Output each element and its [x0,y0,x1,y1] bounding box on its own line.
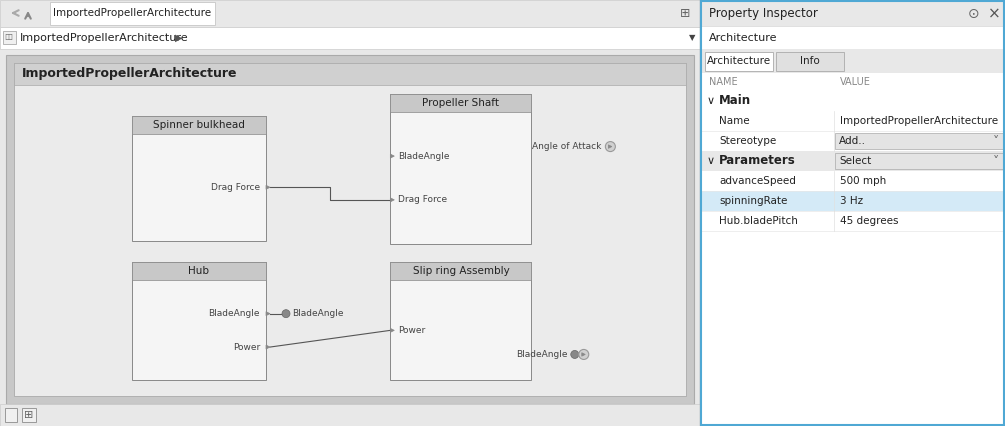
FancyBboxPatch shape [132,116,266,241]
FancyBboxPatch shape [390,262,532,380]
Circle shape [605,141,615,152]
Text: Main: Main [719,95,751,107]
Polygon shape [266,345,270,349]
Text: ˅: ˅ [993,155,999,167]
Polygon shape [608,145,612,148]
Text: BladeAngle: BladeAngle [398,152,450,161]
Text: Name: Name [719,116,750,126]
Circle shape [579,349,589,360]
FancyBboxPatch shape [0,0,700,27]
Text: 500 mph: 500 mph [840,176,886,186]
FancyBboxPatch shape [701,211,1004,231]
FancyBboxPatch shape [132,262,266,280]
FancyBboxPatch shape [835,153,1003,169]
Polygon shape [582,353,585,356]
Text: ImportedPropellerArchitecture: ImportedPropellerArchitecture [840,116,998,126]
FancyBboxPatch shape [3,31,16,44]
FancyBboxPatch shape [390,262,532,280]
FancyBboxPatch shape [701,191,1004,211]
Text: Hub: Hub [188,266,209,276]
Text: BladeAngle: BladeAngle [292,309,344,318]
Polygon shape [390,154,394,158]
FancyBboxPatch shape [701,73,1004,91]
Text: ImportedPropellerArchitecture: ImportedPropellerArchitecture [53,9,212,18]
Text: NAME: NAME [709,77,738,87]
FancyBboxPatch shape [0,27,700,49]
Text: 3 Hz: 3 Hz [840,196,863,206]
Text: BladeAngle: BladeAngle [208,309,260,318]
FancyBboxPatch shape [776,52,844,71]
FancyBboxPatch shape [701,111,1004,131]
FancyBboxPatch shape [705,52,773,71]
FancyBboxPatch shape [22,408,36,422]
Text: spinningRate: spinningRate [719,196,787,206]
Text: ×: × [988,6,1000,21]
Text: Drag Force: Drag Force [398,196,447,204]
FancyBboxPatch shape [701,151,1004,171]
Text: 45 degrees: 45 degrees [840,216,898,226]
FancyBboxPatch shape [0,404,700,426]
Polygon shape [266,185,270,189]
Text: advanceSpeed: advanceSpeed [719,176,796,186]
FancyBboxPatch shape [701,171,1004,191]
FancyBboxPatch shape [701,1,1004,27]
Text: Drag Force: Drag Force [211,183,260,192]
FancyBboxPatch shape [132,262,266,380]
Text: Select: Select [839,156,871,166]
FancyBboxPatch shape [835,133,1003,149]
FancyBboxPatch shape [701,27,1004,49]
Polygon shape [390,328,394,332]
Text: Stereotype: Stereotype [719,136,776,146]
Text: ⊙: ⊙ [968,7,980,21]
Text: ⊞: ⊞ [679,7,690,20]
Text: BladeAngle: BladeAngle [517,350,568,359]
FancyBboxPatch shape [14,63,686,85]
Circle shape [571,351,579,358]
Text: VALUE: VALUE [840,77,871,87]
Text: Architecture: Architecture [709,33,778,43]
Text: ImportedPropellerArchitecture: ImportedPropellerArchitecture [22,67,237,81]
FancyBboxPatch shape [701,231,1004,425]
Text: Add..: Add.. [839,136,866,146]
Text: Power: Power [233,343,260,351]
Text: Power: Power [398,326,425,335]
Text: Propeller Shaft: Propeller Shaft [422,98,499,108]
FancyBboxPatch shape [50,2,215,25]
FancyBboxPatch shape [14,63,686,396]
Text: ∨: ∨ [707,96,716,106]
FancyBboxPatch shape [701,91,1004,111]
Text: Slip ring Assembly: Slip ring Assembly [412,266,510,276]
Text: ▶: ▶ [175,33,183,43]
Text: Angle of Attack: Angle of Attack [532,142,601,151]
Text: ˅: ˅ [993,135,999,147]
Text: Property Inspector: Property Inspector [709,8,818,20]
FancyBboxPatch shape [701,1,1004,425]
Text: ImportedPropellerArchitecture: ImportedPropellerArchitecture [20,33,189,43]
Text: ◫: ◫ [4,32,12,41]
Text: ▼: ▼ [688,34,695,43]
Polygon shape [390,198,394,202]
Text: ∨: ∨ [707,156,716,166]
Polygon shape [266,312,270,316]
Text: Architecture: Architecture [707,56,771,66]
Text: Hub.bladePitch: Hub.bladePitch [719,216,798,226]
FancyBboxPatch shape [5,408,17,422]
Text: Spinner bulkhead: Spinner bulkhead [153,120,245,130]
Circle shape [282,310,290,318]
FancyBboxPatch shape [390,94,532,112]
FancyBboxPatch shape [701,49,1004,73]
FancyBboxPatch shape [132,116,266,134]
FancyBboxPatch shape [6,55,694,404]
Text: Parameters: Parameters [719,155,796,167]
Text: ⊞: ⊞ [24,410,34,420]
Text: Info: Info [800,56,820,66]
FancyBboxPatch shape [390,94,532,244]
FancyBboxPatch shape [701,131,1004,151]
